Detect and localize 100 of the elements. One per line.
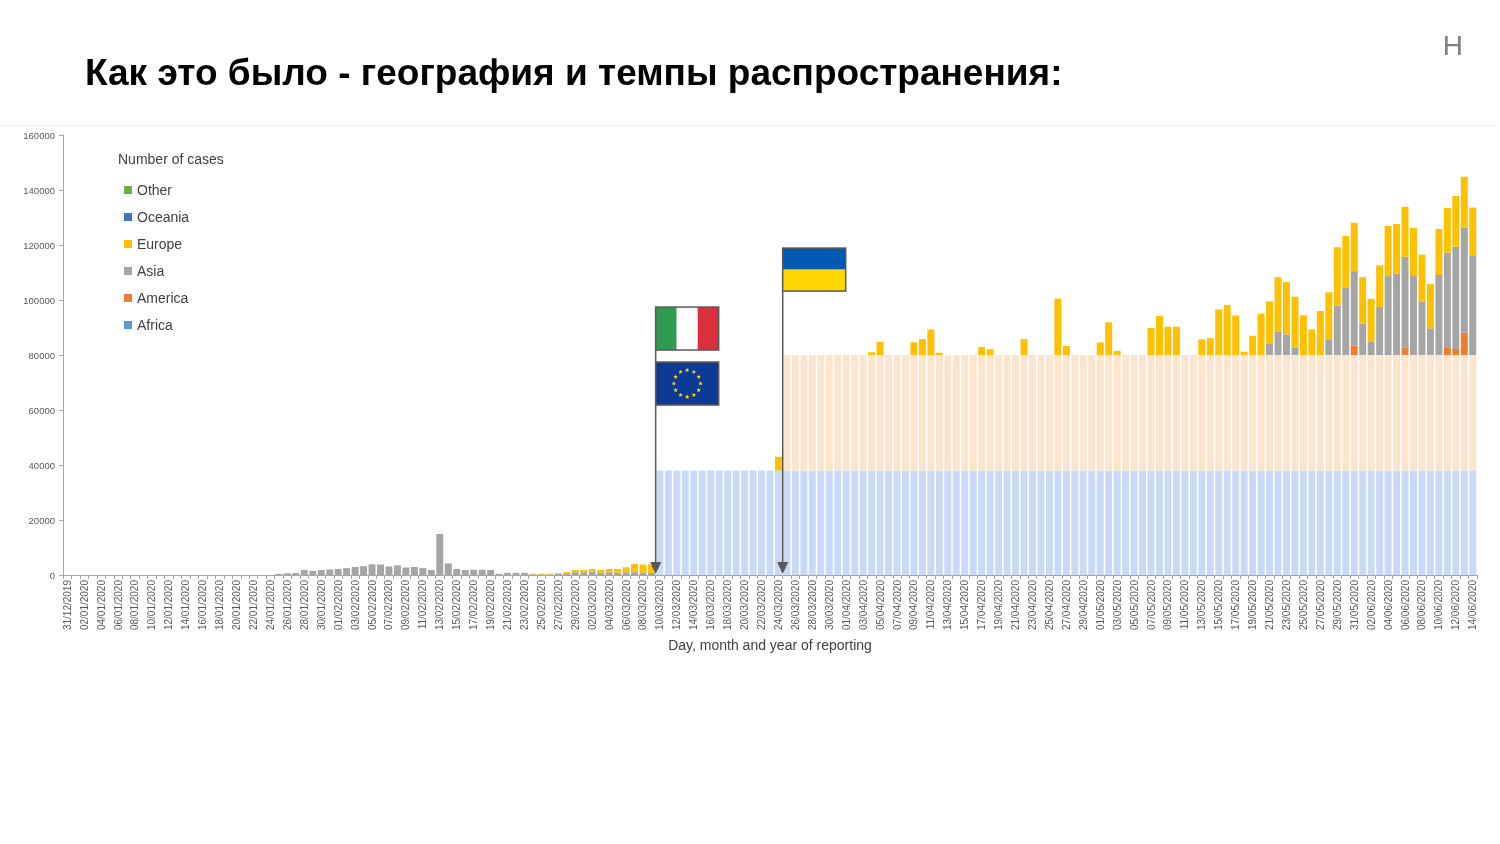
bar bbox=[775, 456, 782, 471]
x-tick-label: 21/02/2020 bbox=[502, 579, 514, 631]
y-tick-label: 140000 bbox=[23, 184, 55, 196]
x-tick-label: 19/02/2020 bbox=[485, 579, 497, 631]
x-tick-label: 08/06/2020 bbox=[1416, 579, 1428, 631]
bar bbox=[1426, 284, 1434, 329]
x-tick-label: 11/02/2020 bbox=[417, 579, 429, 630]
x-tick-label: 07/02/2020 bbox=[383, 579, 395, 631]
bar bbox=[1113, 350, 1121, 355]
x-tick-label: 19/05/2020 bbox=[1247, 579, 1259, 631]
x-tick-label: 08/01/2020 bbox=[129, 579, 141, 631]
x-tick-label: 02/03/2020 bbox=[586, 579, 598, 631]
x-tick-label: 24/01/2020 bbox=[264, 579, 276, 631]
x-tick-label: 29/04/2020 bbox=[1077, 579, 1089, 631]
x-tick-label: 05/02/2020 bbox=[366, 579, 378, 631]
x-tick-label: 01/02/2020 bbox=[332, 579, 344, 631]
x-tick-label: 30/03/2020 bbox=[823, 579, 835, 631]
x-tick-label: 28/01/2020 bbox=[298, 579, 310, 631]
x-tick-label: 01/04/2020 bbox=[840, 579, 852, 631]
legend-title: Number of cases bbox=[118, 151, 224, 167]
bar bbox=[1172, 326, 1180, 355]
x-tick-label: 09/04/2020 bbox=[908, 579, 920, 631]
y-tick-label: 40000 bbox=[28, 459, 55, 471]
legend-label: America bbox=[137, 290, 189, 306]
x-tick-label: 27/05/2020 bbox=[1314, 579, 1326, 631]
bar bbox=[783, 355, 791, 471]
x-tick-label: 08/03/2020 bbox=[637, 579, 649, 631]
bar bbox=[1460, 332, 1468, 355]
bar bbox=[1350, 222, 1358, 272]
x-tick-label: 03/02/2020 bbox=[349, 579, 361, 631]
legend-label: Europe bbox=[137, 236, 183, 252]
x-tick-label: 20/03/2020 bbox=[739, 579, 751, 631]
y-tick-label: 0 bbox=[49, 569, 55, 581]
x-tick-label: 03/05/2020 bbox=[1111, 579, 1123, 631]
y-tick-label: 160000 bbox=[23, 129, 55, 141]
x-tick-label: 23/05/2020 bbox=[1280, 579, 1292, 631]
x-tick-label: 11/04/2020 bbox=[925, 579, 937, 630]
x-tick-label: 12/03/2020 bbox=[671, 579, 683, 631]
x-tick-label: 10/06/2020 bbox=[1433, 579, 1445, 631]
text: Н bbox=[1442, 29, 1464, 61]
x-tick-label: 20/01/2020 bbox=[231, 579, 243, 631]
x-tick-label: 18/03/2020 bbox=[722, 579, 734, 631]
x-tick-label: 17/02/2020 bbox=[468, 579, 480, 631]
bar bbox=[1054, 298, 1062, 355]
x-tick-label: 25/05/2020 bbox=[1297, 579, 1309, 631]
chart-title: Как это было - география и темпы распространения: bbox=[85, 52, 1063, 93]
x-tick-label: 06/06/2020 bbox=[1399, 579, 1411, 631]
x-tick-label: 21/04/2020 bbox=[1010, 579, 1022, 631]
y-tick-label: 100000 bbox=[23, 294, 55, 306]
x-tick-label: 07/05/2020 bbox=[1145, 579, 1157, 631]
x-tick-label: 26/03/2020 bbox=[789, 579, 801, 631]
legend-label: Asia bbox=[137, 263, 165, 279]
x-tick-label: 14/06/2020 bbox=[1467, 579, 1479, 631]
x-tick-label: 25/04/2020 bbox=[1043, 579, 1055, 631]
x-tick-label: 06/03/2020 bbox=[620, 579, 632, 631]
x-tick-label: 05/05/2020 bbox=[1128, 579, 1140, 631]
y-tick-label: 120000 bbox=[23, 239, 55, 251]
x-tick-label: 12/06/2020 bbox=[1450, 579, 1462, 631]
bar bbox=[986, 349, 994, 355]
x-tick-label: 14/01/2020 bbox=[180, 579, 192, 631]
x-tick-label: 28/03/2020 bbox=[806, 579, 818, 631]
x-tick-label: 15/04/2020 bbox=[959, 579, 971, 631]
x-tick-label: 07/04/2020 bbox=[891, 579, 903, 631]
x-tick-label: 27/04/2020 bbox=[1060, 579, 1072, 631]
y-tick-label: 20000 bbox=[28, 514, 55, 526]
bar bbox=[1350, 345, 1358, 355]
x-tick-label: 09/05/2020 bbox=[1162, 579, 1174, 631]
x-tick-label: 13/04/2020 bbox=[942, 579, 954, 631]
bar bbox=[978, 347, 986, 355]
x-axis-title: Day, month and year of reporting bbox=[668, 637, 872, 653]
x-tick-label: 05/04/2020 bbox=[874, 579, 886, 631]
bar bbox=[1198, 339, 1206, 355]
x-tick-label: 10/01/2020 bbox=[146, 579, 158, 631]
bar bbox=[1325, 339, 1333, 355]
x-tick-label: 15/05/2020 bbox=[1213, 579, 1225, 631]
x-tick-label: 06/01/2020 bbox=[112, 579, 124, 631]
x-tick-label: 09/02/2020 bbox=[400, 579, 412, 631]
x-tick-label: 17/05/2020 bbox=[1230, 579, 1242, 631]
x-tick-label: 04/01/2020 bbox=[95, 579, 107, 631]
x-tick-label: 23/02/2020 bbox=[518, 579, 530, 631]
x-tick-label: 02/01/2020 bbox=[78, 579, 90, 631]
x-tick-label: 27/02/2020 bbox=[552, 579, 564, 631]
bar bbox=[1435, 229, 1443, 275]
x-tick-label: 16/01/2020 bbox=[197, 579, 209, 631]
bar bbox=[868, 352, 876, 355]
x-tick-label: 31/12/2019 bbox=[61, 579, 73, 631]
x-tick-label: 12/01/2020 bbox=[163, 579, 175, 631]
bar bbox=[876, 341, 884, 355]
y-tick-label: 80000 bbox=[28, 349, 55, 361]
x-tick-label: 15/02/2020 bbox=[451, 579, 463, 631]
x-tick-label: 29/02/2020 bbox=[569, 579, 581, 631]
legend-label: Africa bbox=[137, 317, 173, 333]
legend-label: Other bbox=[137, 182, 173, 198]
x-tick-label: 31/05/2020 bbox=[1348, 579, 1360, 631]
legend-label: Oceania bbox=[137, 209, 190, 225]
x-tick-label: 11/05/2020 bbox=[1179, 579, 1191, 630]
x-tick-label: 30/01/2020 bbox=[315, 579, 327, 631]
x-tick-label: 24/03/2020 bbox=[772, 579, 784, 631]
x-tick-label: 23/04/2020 bbox=[1026, 579, 1038, 631]
x-tick-label: 29/05/2020 bbox=[1331, 579, 1343, 631]
